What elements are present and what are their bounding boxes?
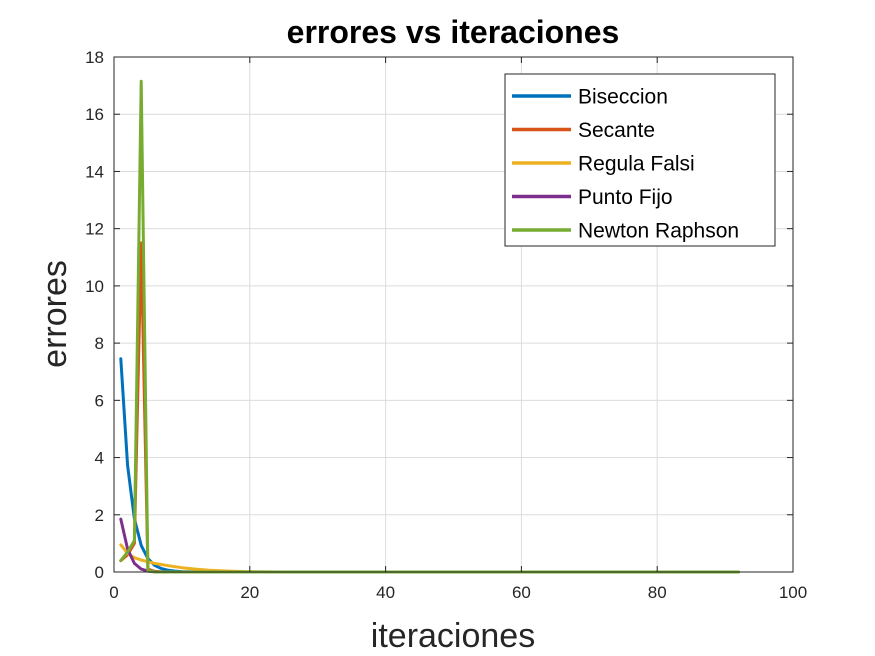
legend-label: Biseccion	[578, 86, 668, 109]
y-tick-label: 12	[85, 220, 104, 239]
x-tick-label: 80	[648, 583, 667, 602]
plot-frame	[113, 56, 794, 573]
y-tick-label: 14	[85, 162, 104, 181]
x-tick-label: 20	[240, 583, 259, 602]
y-tick-label: 8	[95, 334, 104, 353]
y-tick-label: 18	[85, 48, 104, 67]
legend: Biseccion Secante Regula Falsi Punto Fijo Ne…	[504, 73, 776, 247]
y-tick-label: 4	[95, 449, 104, 468]
x-tick-label: 40	[376, 583, 395, 602]
legend-box	[504, 73, 776, 247]
ticks: 0 20 40 60 80 100 0 2 4 6 8 10 12 14 16 18	[85, 48, 807, 602]
legend-label: Newton Raphson	[578, 220, 739, 243]
x-tick-label: 100	[779, 583, 807, 602]
legend-label: Punto Fijo	[578, 186, 673, 209]
y-tick-label: 2	[95, 506, 104, 525]
x-axis-label: iteraciones	[371, 617, 535, 655]
x-tick-label: 0	[109, 583, 118, 602]
x-tick-label: 60	[512, 583, 531, 602]
legend-label: Regula Falsi	[578, 153, 695, 176]
legend-label: Secante	[578, 119, 655, 142]
y-tick-label: 0	[95, 563, 104, 582]
y-axis-label: errores	[36, 260, 74, 368]
y-tick-label: 16	[85, 105, 104, 124]
chart-title: errores vs iteraciones	[287, 14, 620, 50]
y-tick-label: 6	[95, 391, 104, 410]
y-tick-label: 10	[85, 277, 104, 296]
